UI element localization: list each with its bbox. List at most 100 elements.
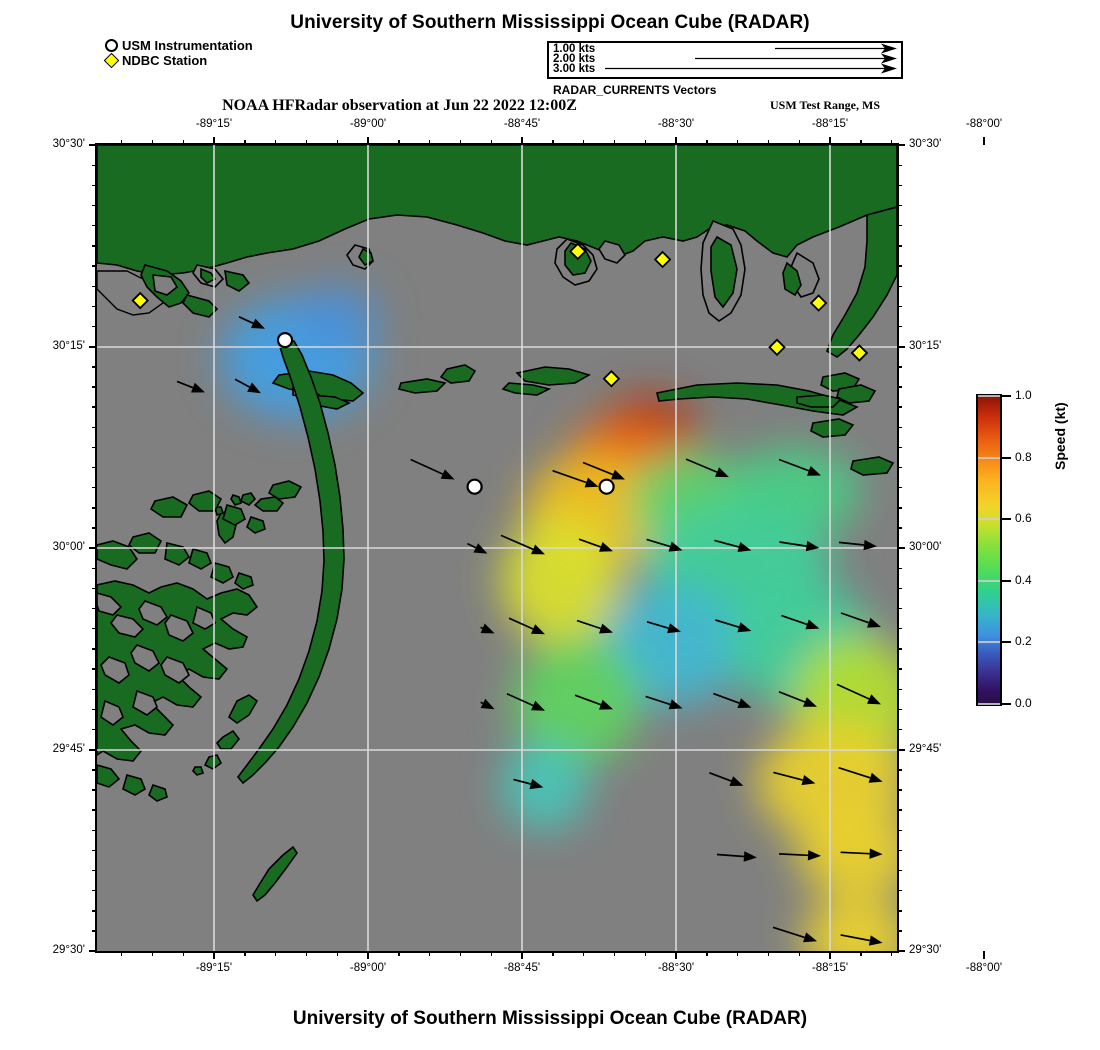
radar-currents-map[interactable] <box>95 143 899 953</box>
axis-tick <box>897 728 902 731</box>
colorbar-inner-tick <box>978 579 1000 582</box>
axis-tick-label: -88°30' <box>657 118 695 130</box>
usm-instrumentation-marker <box>276 332 294 349</box>
ndbc-station-marker <box>768 338 786 357</box>
circle-marker-icon <box>105 39 118 52</box>
axis-tick <box>367 951 369 959</box>
axis-tick <box>897 708 902 711</box>
usm-instrumentation-marker <box>466 478 483 495</box>
colorbar-tick-label: 0.0 <box>1015 696 1032 710</box>
axis-tick-label: -88°15' <box>811 962 849 974</box>
axis-tick <box>459 951 462 956</box>
axis-tick <box>897 426 902 428</box>
ndbc-station-markers[interactable] <box>131 242 869 388</box>
colorbar-tick <box>1002 641 1011 644</box>
current-vector <box>238 316 265 329</box>
current-vector <box>646 538 683 552</box>
axis-tick-label: -88°00' <box>965 118 1003 130</box>
axis-tick <box>897 164 902 167</box>
axis-tick <box>897 265 902 267</box>
colorbar-tick-label: 0.8 <box>1015 449 1032 464</box>
axis-tick <box>613 951 616 956</box>
axis-tick <box>897 366 902 368</box>
axis-tick <box>897 890 902 892</box>
axis-tick <box>829 951 831 959</box>
footer-title: University of Southern Mississippi Ocean… <box>292 1008 808 1029</box>
axis-tick <box>275 951 277 956</box>
legend-label-usm: USM Instrumentation <box>122 38 253 53</box>
current-vector <box>714 539 752 552</box>
colorbar-title: Speed (kt) <box>1052 402 1068 470</box>
axis-tick-label: 30°30' <box>909 138 942 150</box>
current-vector <box>779 540 820 552</box>
ndbc-station-marker <box>131 291 149 310</box>
axis-tick <box>897 144 905 146</box>
axis-tick <box>182 951 185 956</box>
colorbar-tick <box>1002 395 1011 397</box>
legend-item-ndbc: NDBC Station <box>103 52 253 69</box>
axis-tick <box>521 951 523 959</box>
axis-tick <box>897 547 905 549</box>
axis-tick-label: -89°00' <box>349 118 387 130</box>
axis-tick <box>897 567 902 570</box>
vector-key-arrows <box>605 43 897 74</box>
current-vector <box>513 778 544 790</box>
axis-tick <box>675 137 677 145</box>
axis-tick <box>490 951 493 956</box>
axis-tick-label: 30°00' <box>909 541 942 553</box>
axis-tick <box>644 951 647 956</box>
current-vector <box>685 458 729 478</box>
current-vector <box>716 851 757 862</box>
vector-key-label-2: 2.00 kts <box>553 53 596 65</box>
axis-tick-label: 30°30' <box>52 138 85 150</box>
axis-tick <box>897 628 902 630</box>
current-vector <box>508 617 545 635</box>
axis-tick <box>897 648 902 650</box>
current-vector <box>838 766 883 783</box>
axis-tick <box>891 951 893 956</box>
axis-tick-label: -88°15' <box>811 118 849 130</box>
axis-tick <box>897 950 905 952</box>
axis-tick-label: 30°15' <box>909 340 942 352</box>
axis-tick-label: -89°00' <box>349 962 387 974</box>
ndbc-station-marker <box>602 369 621 388</box>
current-vector <box>838 539 877 551</box>
axis-tick-label: 29°30' <box>52 944 85 956</box>
current-vector <box>645 695 683 710</box>
current-vector <box>480 698 495 710</box>
axis-tick <box>89 144 97 146</box>
axis-tick-label: -88°00' <box>965 962 1003 974</box>
current-vector <box>836 683 881 705</box>
axis-tick <box>552 951 554 956</box>
colorbar-tick <box>1002 456 1011 459</box>
axis-tick <box>336 951 339 956</box>
vector-key-caption: RADAR_CURRENTS Vectors <box>553 83 717 97</box>
ndbc-station-marker <box>569 242 587 261</box>
current-vector <box>772 926 817 943</box>
current-vector <box>176 380 205 393</box>
colorbar-tick-label: 0.6 <box>1015 511 1032 526</box>
current-vector-arrows <box>176 316 883 946</box>
map-gridlines <box>97 145 897 951</box>
current-vector <box>840 848 883 859</box>
axis-tick <box>897 507 902 509</box>
vector-key-label-1: 1.00 kts <box>553 43 596 55</box>
axis-tick <box>829 137 831 145</box>
axis-tick <box>897 406 902 408</box>
axis-tick-label: 30°15' <box>52 340 85 352</box>
axis-tick <box>897 285 902 287</box>
axis-tick <box>897 688 902 690</box>
axis-tick-label: -89°15' <box>195 118 233 130</box>
axis-tick <box>897 386 902 388</box>
map-graphics <box>97 145 897 951</box>
usm-instrumentation-markers[interactable] <box>276 332 615 495</box>
axis-tick <box>737 951 739 956</box>
axis-tick <box>897 789 902 791</box>
vector-key-label-3: 3.00 kts <box>553 63 596 75</box>
axis-tick <box>897 245 902 247</box>
ndbc-station-marker <box>809 294 828 312</box>
axis-tick <box>89 547 97 549</box>
axis-tick <box>897 829 902 831</box>
usm-instrumentation-marker <box>598 478 615 495</box>
colorbar-tick <box>1002 579 1011 582</box>
